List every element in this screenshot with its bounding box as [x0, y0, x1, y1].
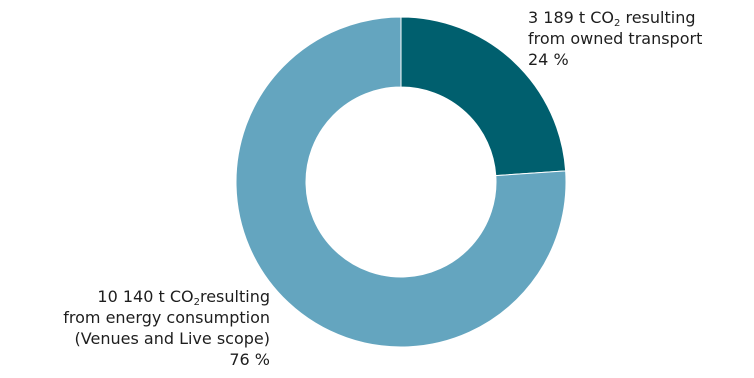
- transport-slice-label: 3 189 t CO2 resulting from owned transpo…: [528, 7, 702, 70]
- slice-energy-consumption: [235, 16, 567, 348]
- energy-slice-label: 10 140 t CO2resulting from energy consum…: [63, 286, 270, 370]
- transport-label-line-2: from owned transport: [528, 29, 703, 48]
- energy-label-line-2: from energy consumption: [63, 308, 270, 327]
- energy-label-line-1: 10 140 t CO2resulting: [97, 287, 270, 308]
- slice-owned-transport: [400, 16, 567, 177]
- transport-label-line-1: 3 189 t CO2 resulting: [528, 8, 696, 29]
- energy-percent: 76 %: [229, 350, 270, 369]
- transport-percent: 24 %: [528, 50, 569, 69]
- energy-label-line-3: (Venues and Live scope): [74, 329, 270, 348]
